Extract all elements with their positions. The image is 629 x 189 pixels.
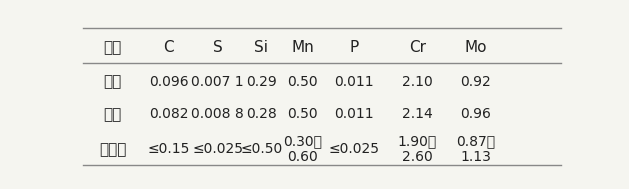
Text: 0.29: 0.29 xyxy=(246,75,277,89)
Text: 0.008 8: 0.008 8 xyxy=(191,107,244,121)
Text: 1.90～
2.60: 1.90～ 2.60 xyxy=(398,134,437,164)
Text: 2.10: 2.10 xyxy=(402,75,433,89)
Text: Si: Si xyxy=(254,40,269,55)
Text: 0.87～
1.13: 0.87～ 1.13 xyxy=(457,134,496,164)
Text: Mn: Mn xyxy=(291,40,314,55)
Text: Cr: Cr xyxy=(409,40,426,55)
Text: 0.096: 0.096 xyxy=(149,75,189,89)
Text: 0.011: 0.011 xyxy=(334,75,374,89)
Text: 0.96: 0.96 xyxy=(460,107,491,121)
Text: ≤0.15: ≤0.15 xyxy=(148,142,190,156)
Text: 0.007 1: 0.007 1 xyxy=(191,75,244,89)
Text: 0.30～
0.60: 0.30～ 0.60 xyxy=(283,134,323,164)
Text: 0.50: 0.50 xyxy=(287,75,318,89)
Text: 备管: 备管 xyxy=(104,107,122,122)
Text: C: C xyxy=(164,40,174,55)
Text: ≤0.025: ≤0.025 xyxy=(328,142,379,156)
Text: 0.011: 0.011 xyxy=(334,107,374,121)
Text: 项目: 项目 xyxy=(104,40,122,55)
Text: 0.50: 0.50 xyxy=(287,107,318,121)
Text: P: P xyxy=(350,40,359,55)
Text: ≤0.50: ≤0.50 xyxy=(240,142,282,156)
Text: 标准值: 标准值 xyxy=(99,142,126,157)
Text: 爆管: 爆管 xyxy=(104,74,122,89)
Text: S: S xyxy=(213,40,223,55)
Text: 0.28: 0.28 xyxy=(246,107,277,121)
Text: Mo: Mo xyxy=(465,40,487,55)
Text: 0.082: 0.082 xyxy=(149,107,189,121)
Text: 2.14: 2.14 xyxy=(402,107,433,121)
Text: ≤0.025: ≤0.025 xyxy=(192,142,243,156)
Text: 0.92: 0.92 xyxy=(460,75,491,89)
